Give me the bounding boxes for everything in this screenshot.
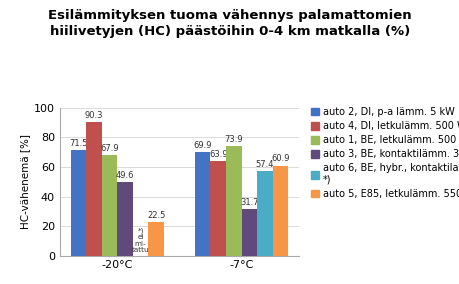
Bar <box>195 153 210 256</box>
Text: 90.3: 90.3 <box>84 111 103 120</box>
Legend: auto 2, DI, p-a lämm. 5 kW, auto 4, DI, letkulämm. 500 W, auto 1, BE, letkulämm.: auto 2, DI, p-a lämm. 5 kW, auto 4, DI, … <box>308 105 459 201</box>
Bar <box>86 122 101 256</box>
Bar <box>210 161 225 256</box>
Bar <box>241 209 257 256</box>
Bar <box>117 182 133 256</box>
Text: Esilämmityksen tuoma vähennys palamattomien
hiilivetyjen (HC) päästöihin 0-4 km : Esilämmityksen tuoma vähennys palamattom… <box>48 9 411 37</box>
Text: 67.9: 67.9 <box>100 144 118 153</box>
Text: 60.9: 60.9 <box>270 154 289 164</box>
Bar <box>71 150 86 256</box>
Text: *)
ei
mi-
tattu: *) ei mi- tattu <box>131 227 149 253</box>
Bar <box>148 222 163 256</box>
Y-axis label: HC-vähenemä [%]: HC-vähenemä [%] <box>20 134 30 229</box>
Bar <box>101 155 117 256</box>
Text: 73.9: 73.9 <box>224 135 242 144</box>
Text: 71.5: 71.5 <box>69 139 88 148</box>
Text: 57.4: 57.4 <box>255 160 274 169</box>
Text: 22.5: 22.5 <box>146 211 165 220</box>
Bar <box>225 147 241 256</box>
Text: 31.7: 31.7 <box>240 198 258 206</box>
Bar <box>272 166 287 256</box>
Text: 69.9: 69.9 <box>193 141 212 150</box>
Text: 63.9: 63.9 <box>208 150 227 159</box>
Bar <box>257 171 272 256</box>
Text: 49.6: 49.6 <box>116 171 134 180</box>
